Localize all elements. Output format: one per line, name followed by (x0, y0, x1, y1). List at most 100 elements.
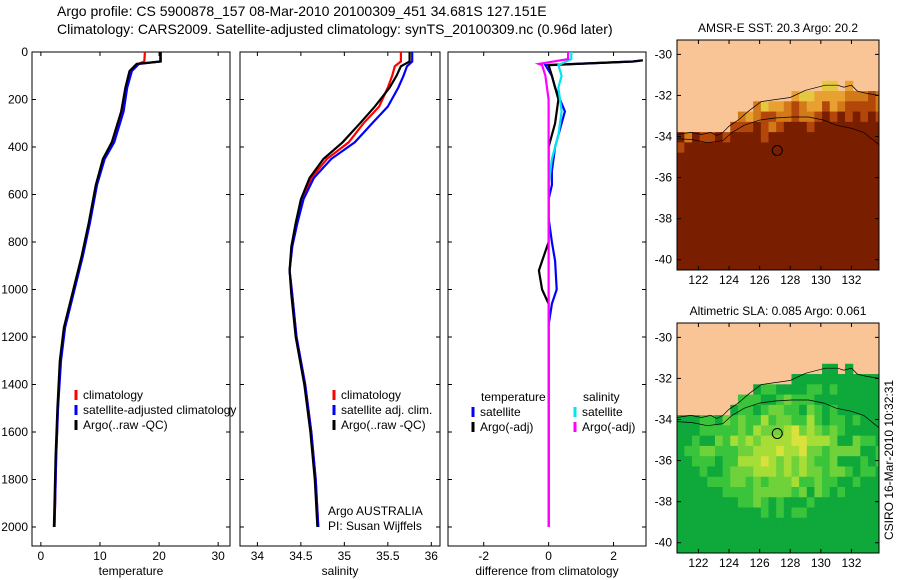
map-cell (753, 142, 762, 154)
map-cell (707, 162, 716, 174)
map-cell (806, 183, 816, 195)
map-cell (753, 193, 762, 205)
map-cell (753, 132, 762, 143)
map-cell (852, 548, 861, 553)
map-cell (783, 101, 793, 113)
map-cell (837, 445, 846, 457)
map-cell (837, 517, 846, 529)
map-cell (692, 548, 701, 553)
map-cell (806, 404, 816, 416)
map-cell (768, 528, 777, 539)
map-cell (799, 538, 808, 550)
map-cell (814, 255, 823, 267)
map-cell (845, 245, 854, 256)
map-cell (875, 162, 879, 174)
shelf-contour (677, 116, 879, 145)
map-cell (684, 476, 693, 488)
map-cell (753, 476, 762, 488)
map-cell (814, 91, 823, 102)
map-cell (860, 214, 869, 226)
map-cell (699, 425, 708, 437)
x-tick-label: 36 (425, 549, 439, 563)
map-cell (684, 497, 693, 509)
map-cell (737, 121, 747, 133)
map-cell (745, 173, 754, 185)
map-cell (776, 183, 785, 195)
series-line-3 (288, 52, 411, 528)
map-cell (753, 548, 762, 553)
map-cell (684, 245, 693, 256)
map-cell (730, 152, 739, 164)
map-cell (699, 214, 708, 226)
map-cell (677, 517, 685, 529)
map-cell (799, 132, 808, 143)
map-cell (760, 507, 770, 519)
map-cell (684, 234, 693, 246)
map-cell (822, 152, 831, 164)
map-cell (730, 173, 739, 185)
map-cell (806, 384, 816, 396)
map-cell (684, 255, 693, 267)
map-cell (860, 183, 869, 195)
map-cell (845, 162, 854, 174)
map-cell (707, 415, 716, 426)
x-tick-label: -2 (478, 549, 489, 563)
map-cell (852, 517, 861, 529)
map-cell (867, 214, 877, 226)
map-cell (768, 507, 777, 519)
map-cell (837, 415, 846, 426)
map-cell (692, 255, 701, 267)
map-cell (745, 486, 754, 498)
map-cell (806, 132, 816, 143)
map-cell (837, 173, 846, 185)
x-axis-label: salinity (322, 564, 359, 578)
header-line-2: Climatology: CARS2009. Satellite-adjuste… (57, 21, 613, 37)
map-cell (875, 445, 879, 457)
map-cell (699, 517, 708, 529)
map-cell (814, 497, 823, 509)
y-tick-label: 2000 (1, 520, 28, 534)
map-cell (707, 486, 716, 498)
map-cell (699, 152, 708, 164)
map-cell (845, 173, 854, 185)
map-cell (860, 425, 869, 437)
map-cell (875, 265, 879, 270)
y-tick-label: 200 (8, 93, 28, 107)
x-tick-label: 128 (780, 273, 800, 287)
map-cell (768, 234, 777, 246)
coastline (677, 84, 879, 136)
map-cell (867, 384, 877, 396)
map-cell (829, 466, 838, 478)
map-cell (829, 214, 838, 226)
map-cell (783, 456, 793, 468)
map-cell (845, 404, 854, 416)
map-cell (791, 507, 800, 519)
map-cell (799, 91, 808, 102)
map-cell (745, 394, 754, 406)
map-cell (791, 255, 800, 267)
legend-label: Argo(..raw -QC) (83, 418, 168, 432)
map-cell (875, 476, 879, 488)
x-tick-label: 126 (750, 556, 770, 570)
map-cell (837, 142, 846, 154)
map-cell (714, 255, 724, 267)
x-tick-label: 10 (93, 549, 107, 563)
map-cell (699, 132, 708, 143)
map-cell (699, 507, 708, 519)
map-cell (722, 425, 731, 437)
map-cell (829, 507, 838, 519)
map-cell (837, 121, 846, 133)
y-tick-label: 1800 (1, 473, 28, 487)
map-cell (867, 394, 877, 406)
map-cell (699, 245, 708, 256)
map-cell (776, 193, 785, 205)
plot-frame (31, 51, 231, 547)
map-cell (707, 214, 716, 226)
map-cell (753, 517, 762, 529)
map-cell (852, 456, 861, 468)
map-cell (806, 142, 816, 154)
map-cell (822, 517, 831, 529)
map-cell (822, 507, 831, 519)
map-cell (852, 132, 861, 143)
